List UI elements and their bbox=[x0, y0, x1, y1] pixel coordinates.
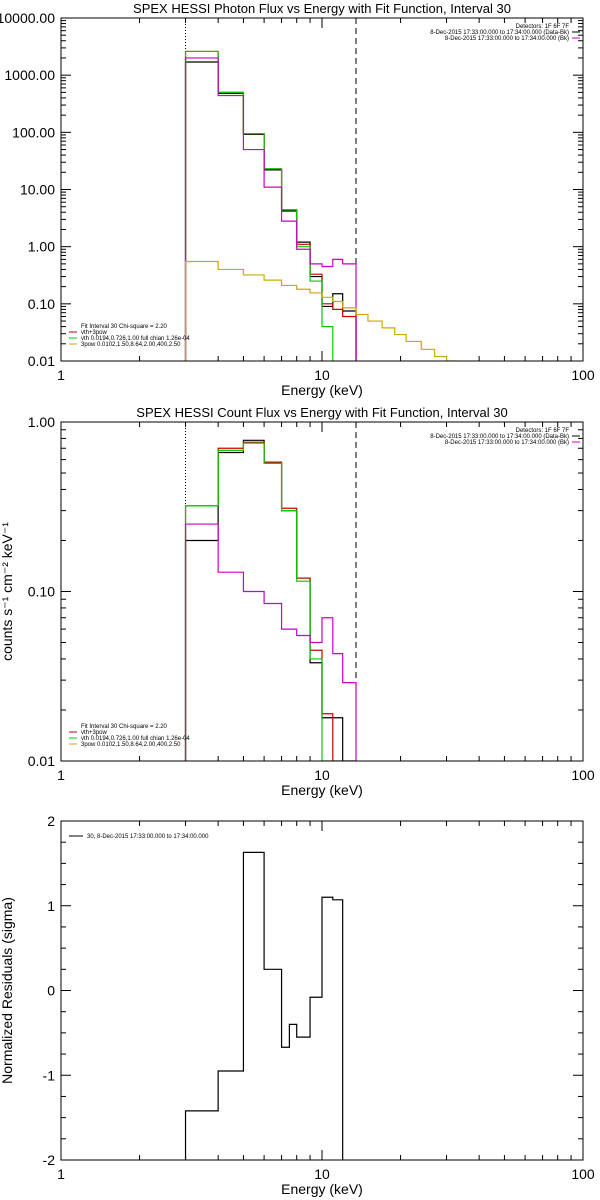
x-axis-label: Energy (keV) bbox=[281, 382, 363, 398]
y-tick-label: 0.01 bbox=[28, 753, 55, 769]
series-residuals bbox=[184, 851, 344, 1160]
info-line: Detectors: 1F 6F 7F bbox=[516, 428, 570, 434]
series-vth bbox=[184, 50, 334, 361]
series-vth bbox=[184, 442, 333, 761]
y-tick-label: 0 bbox=[47, 983, 55, 999]
series-data-bk bbox=[184, 61, 357, 361]
legend-entry: 3pow 0.0102,1.50,8.64,2.00,400,2.50 bbox=[81, 342, 181, 348]
x-tick-label: 10 bbox=[314, 767, 330, 783]
plot-frame bbox=[60, 820, 584, 1161]
info-line: 8-Dec-2015 17:33:00.000 to 17:34:00.000 … bbox=[430, 30, 569, 36]
legend-entry: Fit Interval 30 Chi-square = 2.20 bbox=[81, 324, 168, 330]
y-tick-label: 0.10 bbox=[28, 584, 55, 600]
info-line: 8-Dec-2015 17:33:00.000 to 17:34:00.000 … bbox=[445, 440, 569, 446]
data-series-group bbox=[184, 851, 344, 1160]
plot-frame bbox=[60, 421, 584, 762]
data-series-group bbox=[184, 439, 357, 761]
plot-frame bbox=[60, 17, 584, 362]
y-tick-label: 1.00 bbox=[28, 239, 55, 255]
x-tick-label: 1 bbox=[57, 367, 65, 383]
x-tick-label: 10 bbox=[314, 1166, 330, 1182]
x-tick-label: 100 bbox=[571, 367, 595, 383]
legend-entry: vth 0.0194,0.726,1.00 full chian 1.26e-0… bbox=[81, 736, 190, 742]
series-bk bbox=[184, 57, 357, 361]
series-data-bk bbox=[184, 439, 357, 761]
y-axis-label: Normalized Residuals (sigma) bbox=[0, 897, 15, 1084]
series-vth-3pow bbox=[184, 50, 357, 361]
legend-entry: vth 0.0194,0.726,1.00 full chian 1.26e-0… bbox=[81, 336, 190, 342]
x-tick-label: 1 bbox=[57, 767, 65, 783]
y-tick-label: -1 bbox=[43, 1067, 56, 1083]
y-tick-label: 10.00 bbox=[20, 182, 55, 198]
chart-title: SPEX HESSI Count Flux vs Energy with Fit… bbox=[136, 405, 507, 420]
chart-panel-1: SPEX HESSI Photon Flux vs Energy with Fi… bbox=[0, 1, 595, 398]
x-ticks bbox=[60, 821, 572, 1160]
y-tick-label: 0.10 bbox=[28, 296, 55, 312]
y-ticks bbox=[61, 429, 583, 762]
chart-panel-2: SPEX HESSI Count Flux vs Energy with Fit… bbox=[0, 405, 595, 798]
y-tick-label: -2 bbox=[43, 1152, 56, 1168]
y-tick-label: 10000.00 bbox=[0, 10, 55, 26]
series-bk bbox=[184, 523, 357, 761]
y-tick-label: 1.00 bbox=[28, 414, 55, 430]
x-ticks bbox=[60, 422, 572, 761]
x-tick-label: 100 bbox=[571, 767, 595, 783]
y-tick-label: 0.01 bbox=[28, 353, 55, 369]
x-tick-label: 1 bbox=[57, 1166, 65, 1182]
x-axis-label: Energy (keV) bbox=[281, 1181, 363, 1197]
legend-entry: 30, 8-Dec-2015 17:33:00.000 to 17:34:00.… bbox=[87, 834, 209, 840]
legend-entry: 3pow 0.0102,1.50,8.64,2.00,400,2.50 bbox=[81, 742, 181, 748]
y-tick-label: 2 bbox=[47, 813, 55, 829]
y-tick-label: 1 bbox=[47, 898, 55, 914]
data-series-group bbox=[184, 50, 458, 361]
series-3pow bbox=[184, 260, 458, 361]
chart-title: SPEX HESSI Photon Flux vs Energy with Fi… bbox=[133, 1, 511, 16]
info-line: 8-Dec-2015 17:33:00.000 to 17:34:00.000 … bbox=[430, 434, 569, 440]
x-axis-label: Energy (keV) bbox=[281, 782, 363, 798]
x-tick-label: 10 bbox=[314, 367, 330, 383]
x-ticks bbox=[60, 18, 572, 361]
legend-entry: vth+3pow bbox=[81, 330, 108, 336]
y-axis-label: counts s⁻¹ cm⁻² keV⁻¹ bbox=[0, 522, 15, 661]
legend-entry: Fit Interval 30 Chi-square = 2.20 bbox=[81, 724, 168, 730]
info-line: Detectors: 1F 6F 7F bbox=[516, 24, 570, 30]
legend-entry: vth+3pow bbox=[81, 730, 108, 736]
chart-panel-3: 1 10 100 -2 -1 0 1 2 Energy (keV) Normalized Resi… bbox=[0, 813, 595, 1197]
y-tick-label: 100.00 bbox=[12, 124, 55, 140]
x-tick-label: 100 bbox=[571, 1166, 595, 1182]
y-tick-label: 1000.00 bbox=[4, 67, 55, 83]
info-line: 8-Dec-2015 17:33:00.000 to 17:34:00.000 … bbox=[445, 36, 569, 42]
